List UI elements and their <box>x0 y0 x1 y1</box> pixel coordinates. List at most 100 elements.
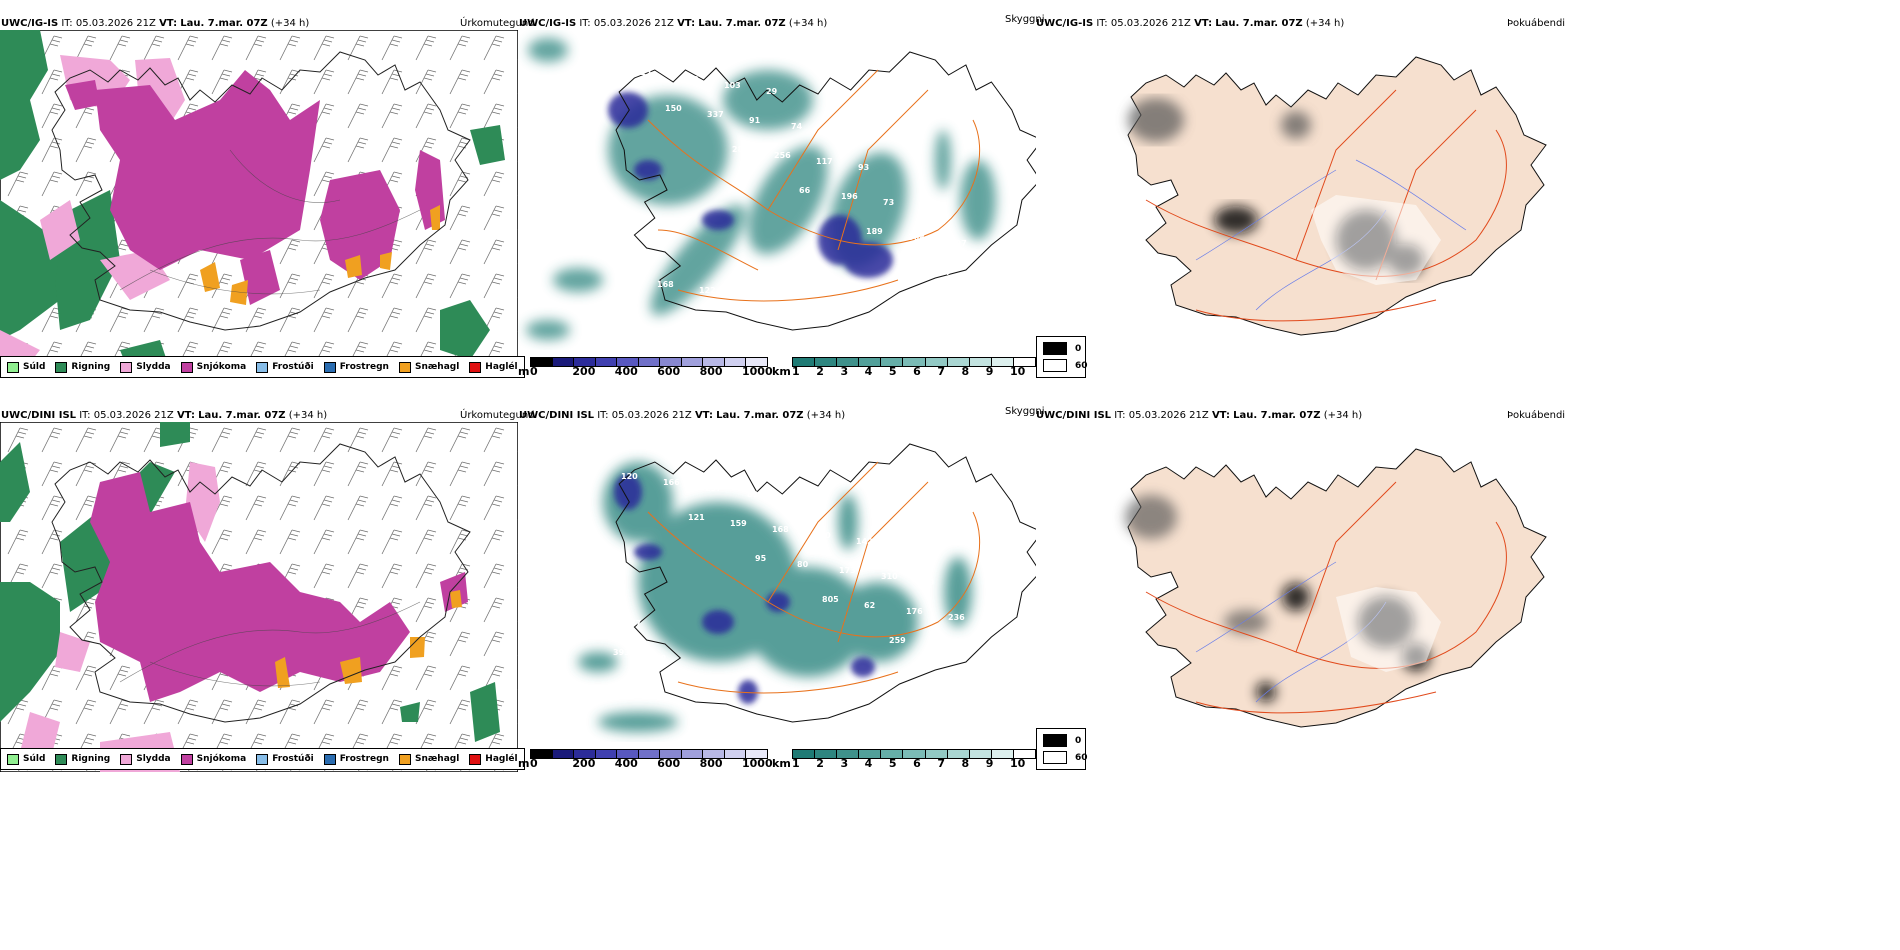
colorbar-tick-label: 400 <box>614 365 638 378</box>
legend-item-freezing-rain: Frostregn <box>323 361 389 373</box>
cloud-base-label: 66 <box>799 186 811 195</box>
colorbar-swatch <box>703 750 725 758</box>
cloud-base-label: 24 <box>833 128 845 137</box>
precip-map-1 <box>0 30 518 378</box>
colorbar-swatch <box>969 358 992 366</box>
cloud-base-label: 95 <box>755 554 767 563</box>
cloud-base-label: 259 <box>889 636 906 645</box>
colorbar-swatch <box>552 358 575 366</box>
colorbar-tick-label: 1000 <box>742 365 773 378</box>
cloud-base-label: 159 <box>730 519 747 528</box>
colorbar-tick-label: 2 <box>816 757 824 770</box>
cloud-base-label: 84 <box>632 245 644 254</box>
cloud-base-label: 236 <box>948 613 965 622</box>
cloud-base-label: 74 <box>791 122 803 131</box>
colorbar-tick-label: 600 <box>657 757 681 770</box>
cloud-base-label: 173 <box>839 566 856 575</box>
cloud-base-label: 237 <box>705 484 722 493</box>
fog-swatch-60 <box>1043 359 1067 372</box>
colorbar-tick-label: 200 <box>572 365 596 378</box>
cloud-base-labels: 93 150 285 66 189 634 42 337 256 196 368 214 153 91 11… <box>598 63 967 295</box>
cloud-base-label: 93 <box>598 63 609 72</box>
ice-areas <box>200 205 440 305</box>
colorbar-swatch <box>903 358 926 366</box>
colorbar-tick-label: 10 <box>1010 365 1026 378</box>
colorbar-swatch <box>724 358 747 366</box>
colorbar-tick-label: 9 <box>985 757 994 770</box>
forecast-sheet: UWC/IG-IS IT: 05.03.2026 21Z VT: Lau. 7.… <box>0 0 1566 772</box>
cloud-base-label: 131 <box>789 496 806 505</box>
colorbar-tick-label: 1 <box>792 365 800 378</box>
cloud-base-label: 176 <box>906 607 923 616</box>
colorbar-swatch <box>746 750 768 758</box>
fog-legend-1: 0 60 <box>1036 336 1088 378</box>
colorbar-tick-label: 2 <box>816 365 824 378</box>
legend-item-freezing-drizzle: Frostúði <box>256 361 314 373</box>
cloud-base-label: 393 <box>613 648 630 657</box>
precip-map-2 <box>0 422 518 772</box>
header-visibility-2: UWC/DINI ISL IT: 05.03.2026 21Z VT: Lau.… <box>519 410 846 421</box>
cloud-base-label: 73 <box>722 455 733 464</box>
cloud-base-label: 18 <box>655 654 667 663</box>
fog-swatch-0 <box>1043 342 1067 355</box>
colorbar-swatch <box>552 750 575 758</box>
legend-item-ice-pellets: Snæhagl <box>398 361 459 373</box>
colorbar-tick-label: 1 <box>792 757 800 770</box>
cloud-base-colorbar-2: m 0 200 400 600 800 1000 <box>518 747 773 771</box>
colorbar-tick-label: 8 <box>961 365 970 378</box>
swatch-drizzle <box>7 361 19 373</box>
cloud-base-label: 142 <box>856 537 873 546</box>
cloud-base-colorbar-1: m 0 200 400 600 800 1000 <box>518 355 773 379</box>
colorbar-tick-label: 0 <box>530 757 538 770</box>
colorbar-swatch <box>574 358 596 366</box>
colorbar-swatch <box>947 358 970 366</box>
precip-legend-2: Súld Rigning Slydda Snjókoma Frostúði Fr… <box>0 748 525 770</box>
cloud-base-label: 337 <box>707 110 724 119</box>
visibility-title: Skyggni <box>1005 14 1045 25</box>
visibility-unit: km <box>772 365 791 378</box>
colorbar-tick-label: 4 <box>864 365 873 378</box>
cloud-base-label: 103 <box>724 81 741 90</box>
colorbar-swatch <box>531 358 553 366</box>
snow-areas <box>65 70 445 305</box>
cloud-base-label: 805 <box>822 595 839 604</box>
swatch-ice-pellets <box>398 361 411 373</box>
colorbar-tick-label: 7 <box>937 757 945 770</box>
precip-legend-1: Súld Rigning Slydda Snjókoma Frostúði Fr… <box>0 356 525 378</box>
colorbar-swatch <box>595 358 618 366</box>
visibility-colorbar-2: km 1 2 3 4 5 6 7 8 9 10 <box>772 747 1036 771</box>
row-1: UWC/IG-IS IT: 05.03.2026 21Z VT: Lau. 7.… <box>0 0 1565 380</box>
colorbar-swatch <box>660 358 682 366</box>
cloud-base-label: 168 <box>657 280 674 289</box>
legend-item-drizzle: Súld <box>7 361 45 373</box>
cloud-base-label: 91 <box>749 116 761 125</box>
cloud-base-label: 117 <box>816 157 833 166</box>
colorbar-tick-label: 0 <box>530 365 538 378</box>
precip-title: Úrkomutegund <box>460 18 535 29</box>
colorbar-tick-label: 10 <box>1010 757 1026 770</box>
cloud-base-label: 62 <box>864 601 875 610</box>
colorbar-swatch <box>815 358 838 366</box>
cloud-base-label: 189 <box>866 227 883 236</box>
colorbar-tick-label: 3 <box>840 757 849 770</box>
colorbar-swatch <box>881 358 904 366</box>
colorbar-swatch <box>703 358 725 366</box>
colorbar-swatch <box>859 750 882 758</box>
cloud-base-label: 166 <box>663 478 680 487</box>
colorbar-swatch <box>531 750 553 758</box>
cloud-base-label: 429 <box>638 683 655 692</box>
precip-title-2: Úrkomutegund <box>460 410 535 421</box>
visibility-title-2: Skyggni <box>1005 406 1045 417</box>
cloud-base-label: 250 <box>814 531 831 540</box>
colorbar-swatch <box>991 750 1014 758</box>
cloud-base-label: 634 <box>933 268 950 277</box>
fog-title: Þokuábendi <box>1507 18 1566 29</box>
colorbar-swatch <box>595 750 618 758</box>
colorbar-swatch <box>793 358 816 366</box>
cloud-base-label: 256 <box>774 151 791 160</box>
visibility-map-2: 120 121 95 805 259 319 166 159 80 62 183 429 237 168 1… <box>518 422 1036 742</box>
fog-map-2 <box>1036 422 1556 742</box>
colorbar-tick-label: 3 <box>840 365 849 378</box>
visibility-map-1: 93 150 285 66 189 634 42 337 256 196 368 214 153 91 11… <box>518 30 1036 350</box>
swatch-freezing-drizzle <box>256 361 269 373</box>
